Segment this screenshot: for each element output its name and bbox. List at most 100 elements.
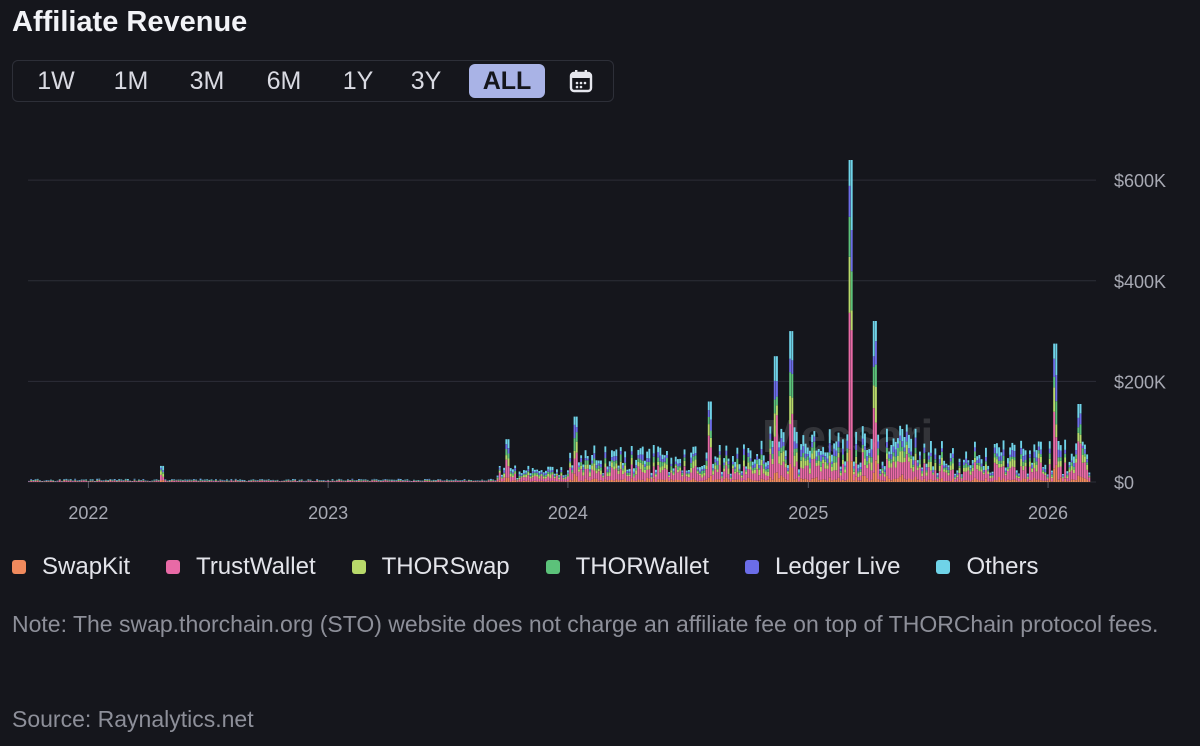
bar-segment (758, 465, 761, 469)
legend-item-trustwallet[interactable]: TrustWallet (166, 553, 316, 581)
bar-segment (1048, 458, 1051, 465)
bar-segment (718, 454, 721, 458)
range-1y-button[interactable]: 1Y (342, 67, 374, 95)
bar-segment (1066, 474, 1069, 477)
bar-segment (600, 460, 602, 464)
bar-segment (360, 479, 363, 480)
chart-legend: SwapKit TrustWallet THORSwap THORWallet … (12, 553, 1074, 581)
bar-segment (1042, 471, 1045, 474)
bar-segment (879, 473, 882, 475)
bar-segment (608, 480, 611, 482)
range-all-button[interactable]: ALL (469, 64, 545, 98)
bar-segment (74, 478, 77, 480)
bar-segment (828, 477, 831, 482)
bar-segment (619, 479, 622, 482)
bar-segment (729, 473, 732, 476)
bar-segment (534, 471, 536, 473)
bar-segment (789, 424, 792, 464)
bar-segment (215, 479, 217, 480)
bar-segment (985, 461, 987, 465)
bar-segment (635, 480, 638, 482)
bar-segment (974, 447, 976, 452)
bar-segment (523, 474, 525, 476)
bar-segment (551, 474, 554, 481)
bar-segment (795, 461, 798, 479)
bar-segment (74, 480, 77, 482)
bar-segment (371, 480, 374, 482)
bar-segment (800, 449, 803, 457)
bar-segment (707, 417, 710, 424)
legend-item-others[interactable]: Others (936, 553, 1038, 581)
bar-segment (776, 405, 778, 416)
legend-item-swapkit[interactable]: SwapKit (12, 553, 130, 581)
bar-segment (520, 477, 523, 482)
bar-segment (817, 461, 820, 466)
bar-segment (685, 471, 688, 474)
legend-item-ledger-live[interactable]: Ledger Live (745, 553, 900, 581)
bar-segment (80, 480, 83, 482)
bar-segment (817, 452, 820, 456)
bar-segment (538, 476, 541, 479)
bar-segment (905, 454, 908, 480)
bar-segment (963, 480, 965, 482)
bar-segment (892, 461, 895, 479)
bar-segment (1044, 480, 1047, 482)
legend-item-thorswap[interactable]: THORSwap (351, 553, 510, 581)
bar-segment (498, 470, 501, 473)
bar-segment (516, 479, 519, 481)
bar-segment (1084, 478, 1086, 482)
bar-segment (795, 452, 798, 462)
bar-segment (703, 480, 706, 482)
bar-segment (965, 480, 968, 482)
bar-segment (998, 460, 1001, 464)
bar-segment (655, 474, 657, 477)
bar-segment (824, 468, 827, 480)
bar-segment (586, 458, 589, 461)
bar-segment (639, 462, 642, 470)
bar-segment (1088, 476, 1091, 478)
bar-segment (760, 440, 763, 450)
bar-segment (518, 471, 521, 475)
bar-segment (740, 474, 743, 476)
legend-item-thorwallet[interactable]: THORWallet (545, 553, 709, 581)
bar-segment (745, 471, 748, 475)
calendar-button[interactable] (561, 64, 601, 98)
bar-segment (769, 448, 772, 455)
bar-segment (978, 470, 981, 481)
bar-segment (1009, 468, 1012, 481)
bar-segment (890, 445, 893, 455)
bar-segment (703, 476, 706, 481)
bar-segment (694, 455, 697, 460)
bar-segment (679, 463, 682, 466)
range-3y-button[interactable]: 3Y (410, 67, 442, 95)
range-3m-button[interactable]: 3M (189, 67, 225, 95)
bar-segment (124, 478, 127, 480)
bar-segment (252, 480, 255, 482)
bar-segment (518, 474, 521, 476)
bar-segment (892, 479, 895, 482)
range-1w-button[interactable]: 1W (37, 67, 75, 95)
bar-segment (1018, 475, 1020, 477)
bar-segment (1002, 440, 1005, 450)
bar-segment (373, 480, 376, 481)
range-6m-button[interactable]: 6M (266, 67, 302, 95)
bar-segment (1037, 479, 1040, 482)
bar-segment (927, 479, 930, 482)
bar-segment (1086, 464, 1089, 470)
bar-segment (952, 453, 954, 458)
bar-segment (298, 479, 301, 481)
bar-segment (503, 470, 506, 473)
bar-segment (743, 455, 745, 461)
bar-segment (718, 445, 721, 452)
bar-segment (133, 478, 136, 480)
bar-segment (804, 461, 807, 466)
bar-segment (936, 481, 939, 482)
bar-segment (1062, 481, 1064, 482)
bar-segment (1011, 456, 1014, 459)
bar-segment (861, 452, 864, 476)
bar-segment (1077, 418, 1080, 428)
bar-segment (839, 466, 842, 469)
bar-segment (897, 461, 899, 479)
range-1m-button[interactable]: 1M (113, 67, 149, 95)
bar-segment (428, 480, 431, 482)
